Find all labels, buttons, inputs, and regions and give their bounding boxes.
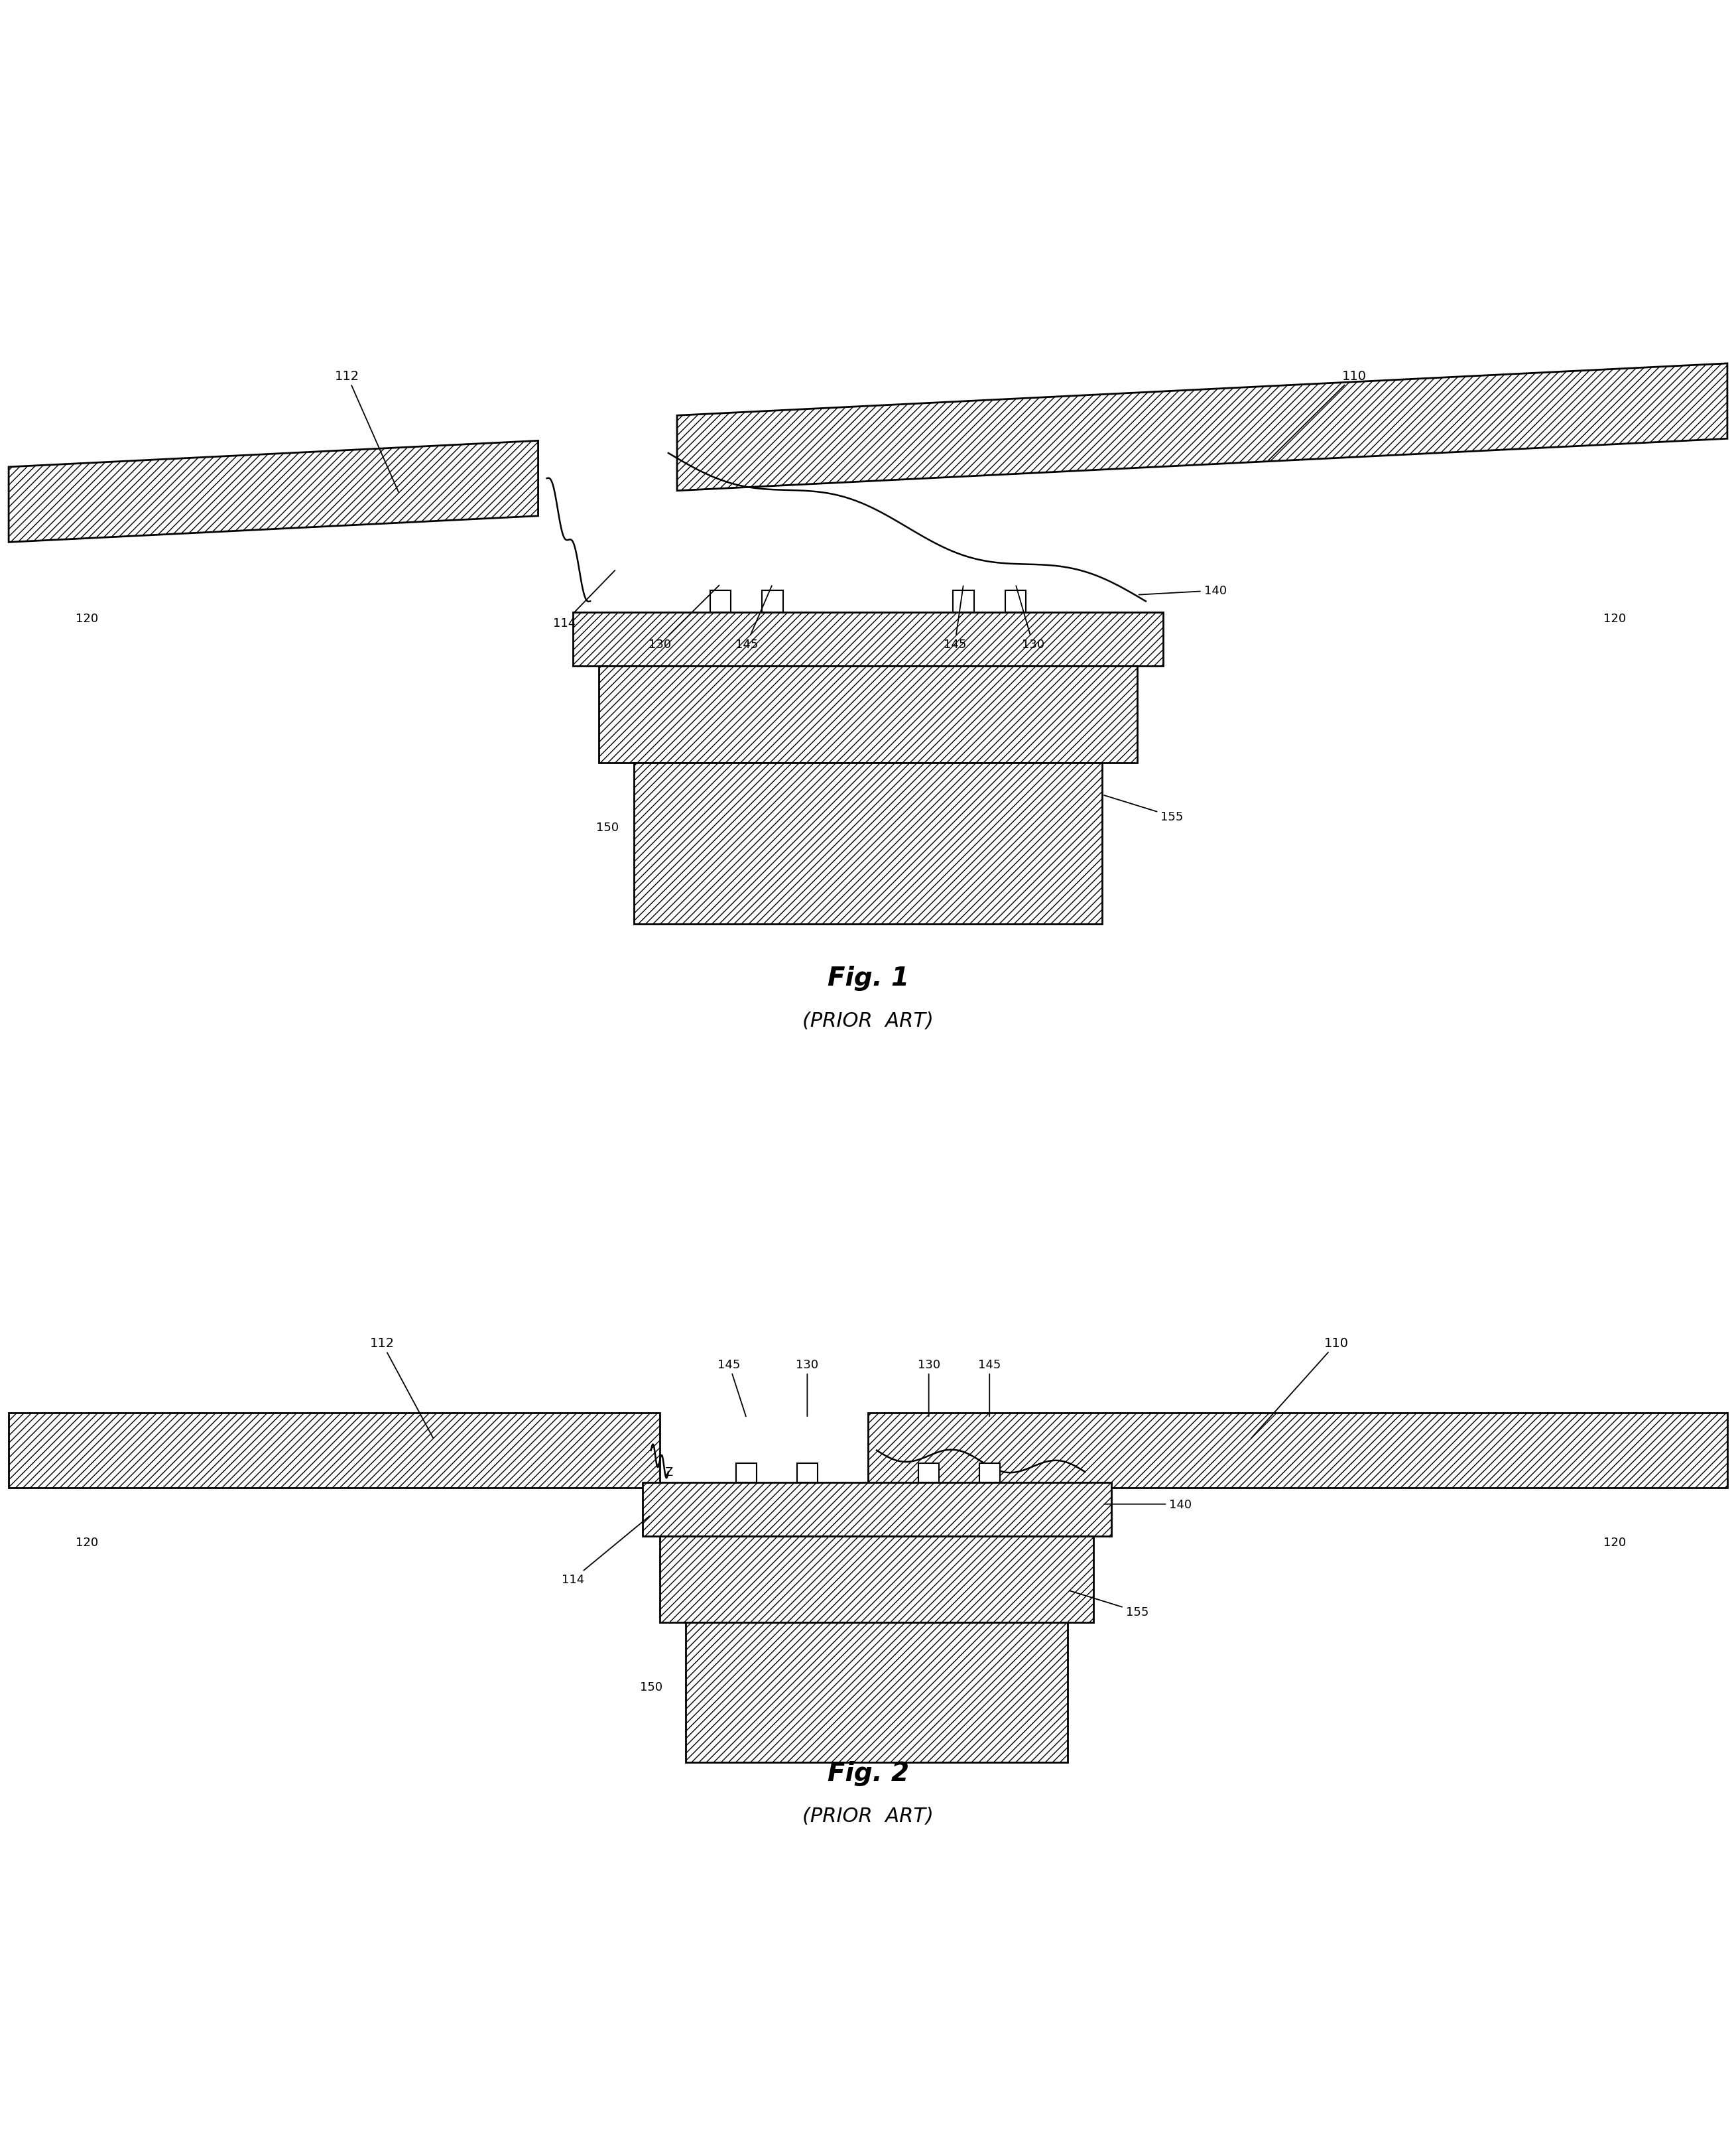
Polygon shape	[642, 1483, 1111, 1537]
Text: 150: 150	[595, 821, 620, 834]
Text: 130: 130	[1016, 587, 1045, 651]
Text: 114: 114	[561, 1517, 649, 1586]
Text: 120: 120	[75, 612, 99, 625]
Text: (PRIOR  ART): (PRIOR ART)	[802, 1807, 934, 1825]
Text: 145: 145	[734, 587, 773, 651]
Text: 140: 140	[1104, 1498, 1193, 1511]
Bar	[953, 591, 974, 612]
Text: 130: 130	[917, 1358, 941, 1416]
Text: 112: 112	[335, 370, 399, 492]
Bar	[1005, 591, 1026, 612]
Polygon shape	[573, 612, 1163, 666]
Text: 130: 130	[648, 587, 719, 651]
Text: 120: 120	[1602, 1537, 1627, 1549]
Text: 130: 130	[795, 1358, 819, 1416]
Text: (PRIOR  ART): (PRIOR ART)	[802, 1012, 934, 1029]
Bar	[762, 591, 783, 612]
Polygon shape	[868, 1414, 1727, 1487]
Bar	[979, 1463, 1000, 1483]
Text: Fig. 1: Fig. 1	[828, 965, 908, 991]
Text: 145: 145	[977, 1358, 1002, 1416]
Text: 110: 110	[1269, 370, 1366, 460]
Text: 110: 110	[1252, 1337, 1349, 1438]
Text: 155: 155	[1069, 1590, 1149, 1618]
Text: 145: 145	[717, 1358, 746, 1416]
Text: Z: Z	[665, 1466, 672, 1479]
Text: 140: 140	[1139, 585, 1227, 597]
Bar	[710, 591, 731, 612]
Polygon shape	[9, 441, 538, 544]
Text: Fig. 2: Fig. 2	[828, 1760, 908, 1786]
Bar	[797, 1463, 818, 1483]
Bar	[736, 1463, 757, 1483]
Text: 145: 145	[943, 587, 967, 651]
Text: 155: 155	[1104, 795, 1184, 823]
Text: 120: 120	[75, 1537, 99, 1549]
Polygon shape	[599, 666, 1137, 763]
Text: 120: 120	[1602, 612, 1627, 625]
Text: 112: 112	[370, 1337, 432, 1438]
Polygon shape	[686, 1622, 1068, 1762]
Polygon shape	[634, 763, 1102, 924]
Text: 114: 114	[552, 572, 615, 630]
Polygon shape	[660, 1537, 1094, 1622]
Bar	[918, 1463, 939, 1483]
Polygon shape	[9, 1414, 660, 1487]
Text: 150: 150	[639, 1681, 663, 1693]
Polygon shape	[677, 363, 1727, 492]
